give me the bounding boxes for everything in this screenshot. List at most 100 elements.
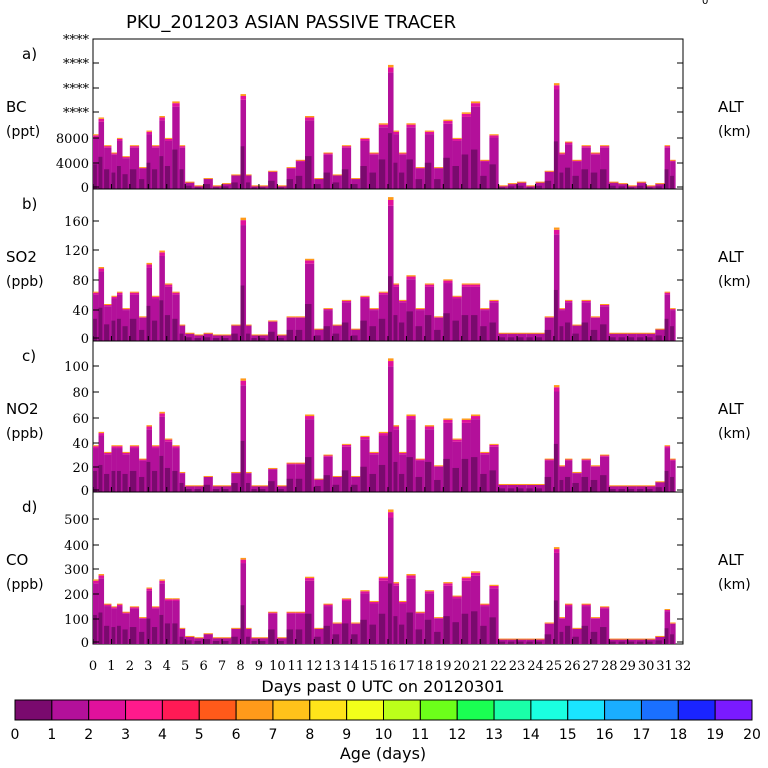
- data-bar: [351, 328, 361, 341]
- data-bar: [351, 622, 361, 644]
- data-bar: [152, 445, 160, 492]
- data-bar: [351, 178, 361, 189]
- data-bar: [240, 94, 247, 189]
- alt-label: ALT: [718, 400, 745, 418]
- data-bar: [388, 197, 394, 341]
- data-bar: [341, 598, 352, 644]
- data-bar: [609, 638, 619, 644]
- data-bar: [231, 324, 241, 341]
- data-bar: [93, 134, 99, 189]
- data-bar: [251, 334, 259, 341]
- alt-unit-label: (km): [718, 274, 751, 290]
- data-bar: [600, 606, 610, 644]
- data-bar: [581, 299, 591, 341]
- data-bar: [240, 378, 247, 492]
- data-bar: [98, 431, 105, 492]
- colorbar-tick-label: 5: [195, 727, 204, 743]
- data-bar: [544, 622, 554, 644]
- data-bar: [104, 451, 112, 492]
- data-bar: [406, 574, 416, 644]
- x-tick-label: 18: [417, 659, 434, 674]
- data-bar: [655, 183, 665, 189]
- data-bar: [295, 159, 306, 189]
- data-bar: [572, 471, 582, 492]
- data-bar: [424, 283, 435, 341]
- data-bar: [172, 101, 180, 189]
- data-bar: [185, 485, 195, 492]
- data-bar: [369, 451, 379, 492]
- data-bar: [590, 152, 601, 189]
- colorbar-swatch: [88, 699, 127, 721]
- x-tick-label: 4: [163, 659, 171, 674]
- data-bar: [286, 611, 296, 644]
- x-tick-label: 8: [236, 659, 244, 674]
- panel-no2: 100 80 60 40 20 0 c) NO2 (ppb) ALT (km): [6, 340, 751, 499]
- data-bar: [572, 627, 582, 644]
- y-tick-label: 300: [64, 563, 89, 578]
- x-tick-label: 32: [675, 659, 692, 674]
- species-label: NO2: [6, 400, 39, 418]
- data-bar: [323, 603, 333, 644]
- data-bar: [323, 454, 333, 492]
- data-bar: [323, 308, 333, 341]
- panel-bc: **** **** **** **** 8000 4000 0 a) BC (ppt) ALT (km…: [6, 33, 751, 196]
- x-tick-label: 10: [269, 659, 286, 674]
- data-bar: [443, 279, 453, 341]
- colorbar-swatch: [309, 699, 348, 721]
- x-tick-label: 28: [601, 659, 618, 674]
- x-tick-label: 23: [509, 659, 526, 674]
- data-bar: [535, 483, 545, 492]
- colorbar-swatch: [161, 699, 200, 721]
- data-bar: [122, 611, 130, 644]
- x-tick-label: 11: [288, 659, 305, 674]
- data-bar: [480, 308, 490, 341]
- y-tick-label: 120: [64, 244, 89, 259]
- data-bar: [470, 101, 481, 189]
- data-bar: [152, 606, 160, 644]
- colorbar-swatch: [383, 699, 421, 721]
- data-bar: [369, 152, 379, 189]
- panel-letter: d): [22, 498, 37, 516]
- x-tick-label: 16: [380, 659, 397, 674]
- colorbar-tick-label: 16: [596, 727, 614, 743]
- colorbar-swatch: [493, 699, 532, 721]
- data-bar: [646, 638, 656, 644]
- data-bar: [434, 316, 444, 341]
- data-bar: [553, 385, 560, 492]
- data-bar: [222, 334, 232, 341]
- data-bar: [544, 458, 554, 492]
- y-tick-label: 500: [64, 513, 89, 528]
- data-bar: [452, 595, 462, 644]
- data-bar: [544, 316, 554, 341]
- colorbar-swatch: [567, 699, 606, 721]
- data-bar: [251, 637, 259, 644]
- data-bar: [461, 418, 471, 492]
- data-bar: [152, 145, 160, 189]
- data-bar: [93, 291, 99, 341]
- panel-co: 500 400 300 200 100 0 d) CO (ppb) ALT (km): [6, 491, 751, 651]
- y-tick-label: 200: [64, 588, 89, 603]
- y-tick-label: 0: [81, 181, 89, 196]
- data-bar: [164, 283, 173, 341]
- y-tick-label: 0: [81, 636, 89, 651]
- data-bar: [517, 638, 527, 644]
- data-bar: [172, 445, 180, 492]
- data-bar: [277, 485, 287, 492]
- colorbar-tick-label: 1: [47, 727, 56, 743]
- data-bar: [664, 445, 671, 492]
- x-tick-label: 25: [546, 659, 563, 674]
- data-bar: [146, 130, 152, 189]
- data-bar: [627, 485, 637, 492]
- data-bar: [424, 130, 435, 189]
- colorbar-swatch: [640, 699, 679, 721]
- colorbar-tick-label: 8: [305, 727, 314, 743]
- data-bar: [360, 137, 370, 189]
- y-tick-label: 4000: [56, 157, 89, 172]
- data-bar: [341, 443, 352, 492]
- x-tick-label: 7: [218, 659, 226, 674]
- data-bar: [251, 485, 259, 492]
- data-bar: [305, 258, 315, 341]
- y-tick-label: 8000: [56, 132, 89, 147]
- data-bar: [664, 291, 671, 341]
- data-bar: [507, 638, 518, 644]
